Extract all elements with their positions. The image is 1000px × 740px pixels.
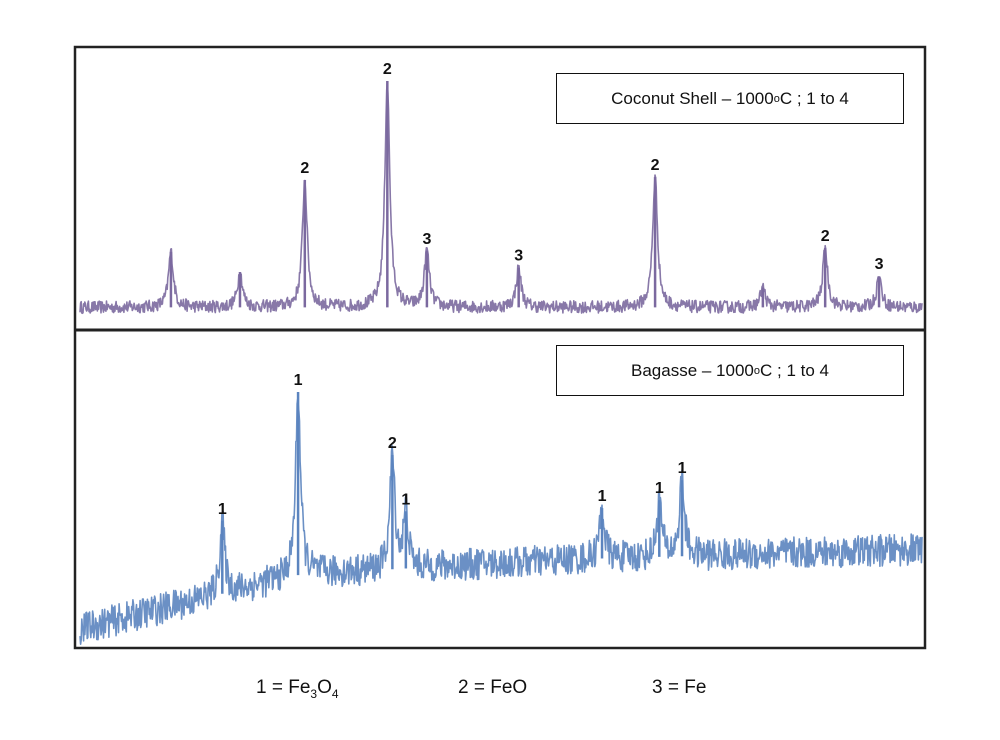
key-subscript: 3 (310, 686, 318, 701)
legend-rest: C ; 1 to 4 (760, 360, 829, 380)
key-formula: Fe (288, 677, 311, 698)
key-formula: Fe (684, 677, 707, 698)
peak-label: 1 (678, 460, 687, 477)
peak-label: 2 (388, 435, 397, 452)
peak-label: 2 (383, 61, 392, 78)
peak-label: 1 (598, 488, 607, 505)
xrd-trace-bagasse (79, 398, 923, 645)
coconut-shell-panel: 2 2 3 3 2 2 3 (79, 61, 923, 315)
legend-sample: Bagasse – 1000 (631, 360, 754, 380)
key-feo: 2 = FeO (458, 677, 527, 699)
peak-label: 1 (294, 372, 303, 389)
peak-label: 2 (651, 157, 660, 174)
key-number: 1 = (256, 677, 289, 698)
peak-label: 2 (821, 228, 830, 245)
legend-sample: Coconut Shell – 1000 (611, 88, 774, 108)
peak-label: 1 (401, 491, 410, 508)
peak-label: 3 (514, 248, 523, 265)
peak-label: 1 (655, 480, 664, 497)
key-number: 3 = (652, 677, 685, 698)
peak-label: 1 (218, 501, 227, 518)
key-fe: 3 = Fe (652, 677, 706, 699)
xrd-trace-coconut-shell (79, 81, 923, 315)
peak-label: 3 (875, 256, 884, 273)
key-formula-part: O (317, 677, 332, 698)
coconut-shell-legend: Coconut Shell – 1000 o C ; 1 to 4 (556, 73, 904, 124)
key-number: 2 = (458, 677, 491, 698)
bagasse-legend: Bagasse – 1000 o C ; 1 to 4 (556, 345, 904, 396)
legend-degree: o (753, 364, 761, 377)
key-formula: FeO (490, 677, 528, 698)
legend-degree: o (773, 92, 780, 105)
key-fe3o4: 1 = Fe3O4 (256, 677, 339, 701)
legend-rest: C ; 1 to 4 (779, 88, 849, 108)
peak-label: 2 (300, 160, 309, 177)
peak-label: 3 (422, 231, 431, 248)
key-subscript: 4 (331, 686, 339, 701)
